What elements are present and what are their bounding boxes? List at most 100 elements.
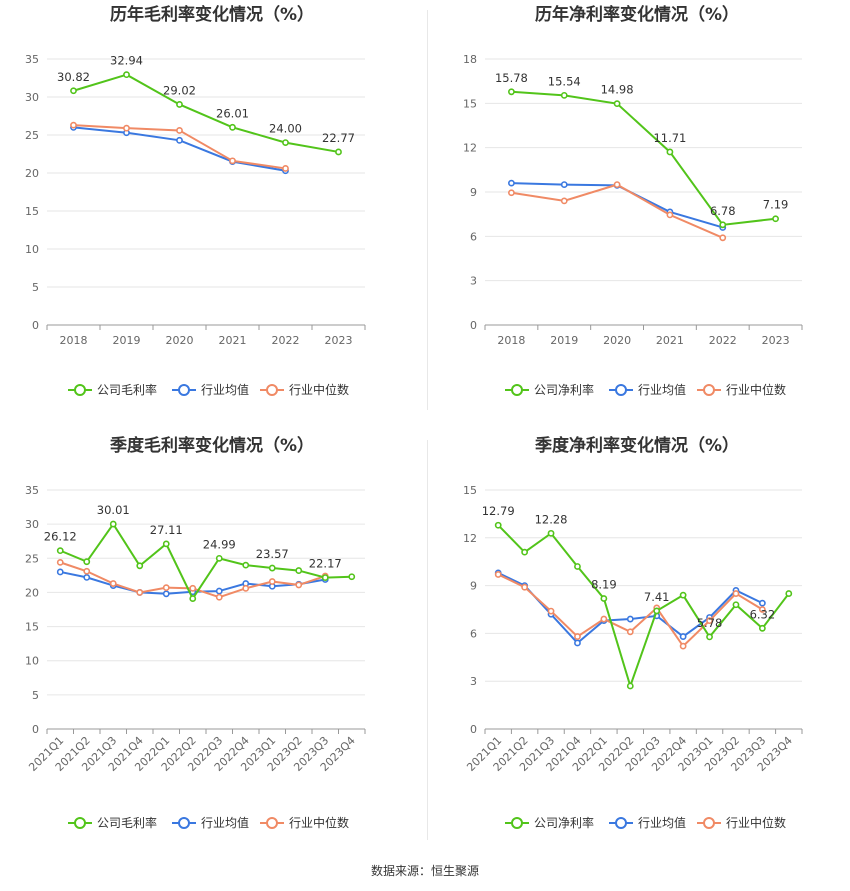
data-point-company bbox=[758, 624, 766, 632]
data-point-median bbox=[268, 578, 276, 585]
data-point-company bbox=[70, 87, 77, 95]
data-label: 24.99 bbox=[203, 537, 236, 551]
legend-label-company: 公司毛利率 bbox=[97, 382, 157, 397]
data-label: 26.12 bbox=[44, 530, 77, 544]
data-point-company bbox=[109, 520, 117, 528]
data-point-company bbox=[348, 573, 356, 581]
data-point-company bbox=[772, 215, 779, 223]
y-tick-label: 6 bbox=[470, 627, 477, 640]
legend-label-company: 公司净利率 bbox=[534, 382, 594, 397]
x-tick-label: 2022 bbox=[272, 334, 300, 347]
y-tick-label: 9 bbox=[470, 580, 477, 593]
data-point-median bbox=[215, 593, 223, 601]
legend-marker-median bbox=[703, 817, 715, 829]
chart-svg: 季度净利率变化情况（%）036912152021Q12021Q22021Q320… bbox=[463, 435, 803, 830]
annual-gross-margin-chart: 历年毛利率变化情况（%） 0 5 10 15 20 25 30 35 2018 2019 2020 20… bbox=[0, 0, 425, 420]
data-point-median bbox=[666, 211, 674, 219]
data-point-avg bbox=[560, 181, 568, 189]
data-point-company bbox=[215, 554, 223, 562]
series-line-company bbox=[59, 522, 352, 601]
y-tick-label: 30 bbox=[25, 518, 39, 531]
data-point-median bbox=[679, 642, 687, 650]
legend-label-median: 行业中位数 bbox=[726, 815, 786, 830]
data-source-label: 数据来源：恒生聚源 bbox=[370, 864, 479, 878]
data-point-median bbox=[494, 571, 502, 578]
series-line-company bbox=[497, 524, 790, 690]
data-point-avg bbox=[162, 590, 170, 598]
data-point-median bbox=[83, 567, 91, 575]
data-point-company bbox=[706, 633, 713, 641]
series-line-company bbox=[511, 90, 776, 226]
data-point-median bbox=[162, 584, 170, 592]
data-point-company bbox=[613, 100, 621, 108]
data-label: 11.71 bbox=[653, 131, 686, 145]
chart-title: 季度净利率变化情况（%） bbox=[535, 435, 739, 456]
data-point-company bbox=[666, 148, 674, 156]
legend-marker-company bbox=[74, 384, 86, 396]
x-tick-label: 2018 bbox=[497, 334, 525, 347]
data-point-median bbox=[56, 558, 64, 566]
y-tick-label: 15 bbox=[25, 621, 39, 634]
data-point-company bbox=[176, 101, 183, 108]
data-point-company bbox=[521, 548, 529, 556]
data-point-company bbox=[136, 562, 144, 570]
data-label: 22.17 bbox=[309, 557, 342, 571]
data-point-company bbox=[56, 547, 64, 555]
legend-marker-median bbox=[266, 817, 278, 829]
data-label: 26.01 bbox=[216, 106, 249, 120]
data-point-company bbox=[600, 595, 608, 602]
data-point-avg bbox=[758, 599, 766, 607]
data-point-company bbox=[732, 601, 740, 609]
data-point-avg bbox=[83, 574, 91, 581]
data-point-company bbox=[679, 591, 687, 599]
legend-label-avg: 行业均值 bbox=[638, 382, 686, 397]
legend-marker-avg bbox=[615, 384, 627, 396]
legend-marker-company bbox=[74, 817, 86, 829]
data-point-avg bbox=[56, 568, 64, 576]
y-tick-label: 10 bbox=[25, 243, 39, 256]
y-tick-label: 5 bbox=[32, 689, 39, 702]
data-point-median bbox=[136, 589, 144, 596]
data-point-avg bbox=[508, 179, 515, 187]
data-point-company bbox=[268, 564, 276, 572]
data-point-median bbox=[706, 617, 713, 625]
x-tick-label: 2021 bbox=[219, 334, 247, 347]
data-point-company bbox=[494, 521, 502, 529]
y-tick-label: 0 bbox=[470, 319, 477, 332]
y-tick-label: 9 bbox=[470, 186, 477, 199]
data-point-median bbox=[521, 583, 529, 591]
y-tick-label: 30 bbox=[25, 91, 39, 104]
x-tick-label: 2019 bbox=[550, 334, 578, 347]
data-point-median bbox=[70, 121, 77, 129]
data-point-median bbox=[732, 590, 740, 597]
data-point-median bbox=[109, 580, 117, 587]
data-point-median bbox=[508, 189, 515, 197]
data-point-company bbox=[719, 221, 727, 229]
legend-label-company: 公司毛利率 bbox=[97, 815, 157, 830]
data-point-company bbox=[321, 574, 329, 582]
chart-svg: 历年净利率变化情况（%） 0 3 6 9 12 15 18 2018 2019 2020 2021 20… bbox=[463, 4, 803, 397]
data-point-median bbox=[600, 615, 608, 623]
data-point-avg bbox=[574, 639, 581, 647]
y-tick-label: 0 bbox=[470, 723, 477, 736]
data-label: 5.78 bbox=[697, 616, 723, 630]
panel-divider-top bbox=[427, 10, 428, 410]
data-label: 29.02 bbox=[163, 83, 196, 97]
series-line-median bbox=[511, 183, 724, 239]
data-point-median bbox=[626, 628, 634, 636]
y-tick-label: 25 bbox=[25, 129, 39, 142]
legend-marker-median bbox=[703, 384, 715, 396]
data-point-company bbox=[282, 139, 289, 146]
data-label: 27.11 bbox=[150, 523, 183, 537]
chart-title: 历年毛利率变化情况（%） bbox=[110, 4, 314, 25]
panel-divider-bottom bbox=[427, 440, 428, 840]
data-point-median bbox=[242, 584, 250, 592]
data-point-company bbox=[547, 529, 555, 537]
data-point-company bbox=[229, 123, 236, 131]
chart-svg: 历年毛利率变化情况（%） 0 5 10 15 20 25 30 35 2018 2019 2020 20… bbox=[25, 4, 366, 397]
data-point-avg bbox=[176, 136, 183, 144]
data-label: 14.98 bbox=[601, 83, 634, 97]
quarterly-gross-margin-chart: 季度毛利率变化情况（%） 0 5 10 15 20 25 30 35 2021Q1 2021Q2 20… bbox=[0, 430, 425, 850]
data-point-company bbox=[162, 540, 170, 548]
y-tick-label: 15 bbox=[463, 97, 477, 110]
